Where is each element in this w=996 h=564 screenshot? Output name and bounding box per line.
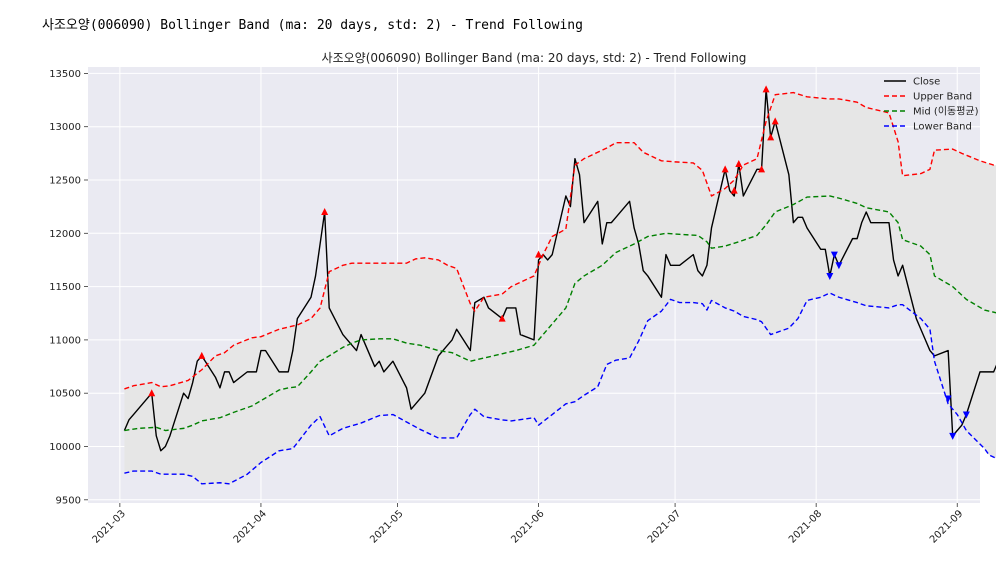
up-triangle-marker <box>771 117 779 125</box>
down-triangle-marker <box>835 262 843 270</box>
down-triangle-marker <box>949 432 957 440</box>
down-triangle-marker <box>830 251 838 259</box>
y-tick-label: 10500 <box>49 389 81 400</box>
down-triangle-marker <box>962 411 970 419</box>
up-triangle-marker <box>767 133 775 141</box>
x-tick-label: 2021-09 <box>928 508 965 545</box>
close-line <box>123 88 996 452</box>
x-tick-label: 2021-05 <box>368 508 405 545</box>
up-triangle-marker <box>762 85 770 93</box>
up-triangle-marker <box>721 165 729 173</box>
up-triangle-marker <box>198 351 206 359</box>
up-triangle-marker <box>758 165 766 173</box>
up-triangle-marker <box>498 314 506 322</box>
series-lines <box>123 88 996 485</box>
band-fill <box>124 92 996 484</box>
y-tick-label: 13500 <box>49 69 81 80</box>
x-axis-ticks: 2021-03 2021-04 2021-05 2021-06 2021-07 2021-… <box>91 503 965 546</box>
legend-label: Lower Band <box>913 122 972 133</box>
y-tick-label: 13000 <box>49 122 81 133</box>
up-triangle-marker <box>321 207 329 215</box>
x-tick-label: 2021-07 <box>646 508 683 545</box>
down-triangle-marker <box>826 272 834 280</box>
y-tick-label: 11500 <box>49 282 81 293</box>
legend-label: Mid (이동평균) <box>913 106 979 118</box>
y-axis-ticks: 9500 10000 10500 11000 11500 12000 12500 13000 1… <box>49 69 88 506</box>
x-tick-label: 2021-03 <box>91 508 128 545</box>
y-tick-label: 12000 <box>49 229 81 240</box>
y-tick-label: 11000 <box>49 335 81 346</box>
up-triangle-marker <box>735 160 743 168</box>
upper-band-line <box>124 91 996 390</box>
legend-label: Close <box>913 77 940 88</box>
signal-markers <box>148 85 970 440</box>
down-triangle-marker <box>944 395 952 403</box>
y-tick-label: 9500 <box>56 495 81 506</box>
up-triangle-marker <box>148 389 156 397</box>
mid-line <box>124 195 996 432</box>
x-tick-label: 2021-06 <box>509 508 546 545</box>
lower-band-line <box>124 292 996 485</box>
legend: Close Upper Band Mid (이동평균) Lower Band <box>884 77 979 133</box>
band-fill-area <box>124 92 996 484</box>
axes-title: 사조오양(006090) Bollinger Band (ma: 20 days… <box>322 51 747 65</box>
y-tick-label: 10000 <box>49 442 81 453</box>
x-tick-label: 2021-08 <box>787 508 824 545</box>
x-tick-label: 2021-04 <box>232 508 269 545</box>
up-triangle-marker <box>535 250 543 258</box>
y-tick-label: 12500 <box>49 175 81 186</box>
figure-suptitle: 사조오양(006090) Bollinger Band (ma: 20 days… <box>42 18 583 33</box>
up-triangle-marker <box>730 186 738 194</box>
legend-label: Upper Band <box>913 92 972 103</box>
